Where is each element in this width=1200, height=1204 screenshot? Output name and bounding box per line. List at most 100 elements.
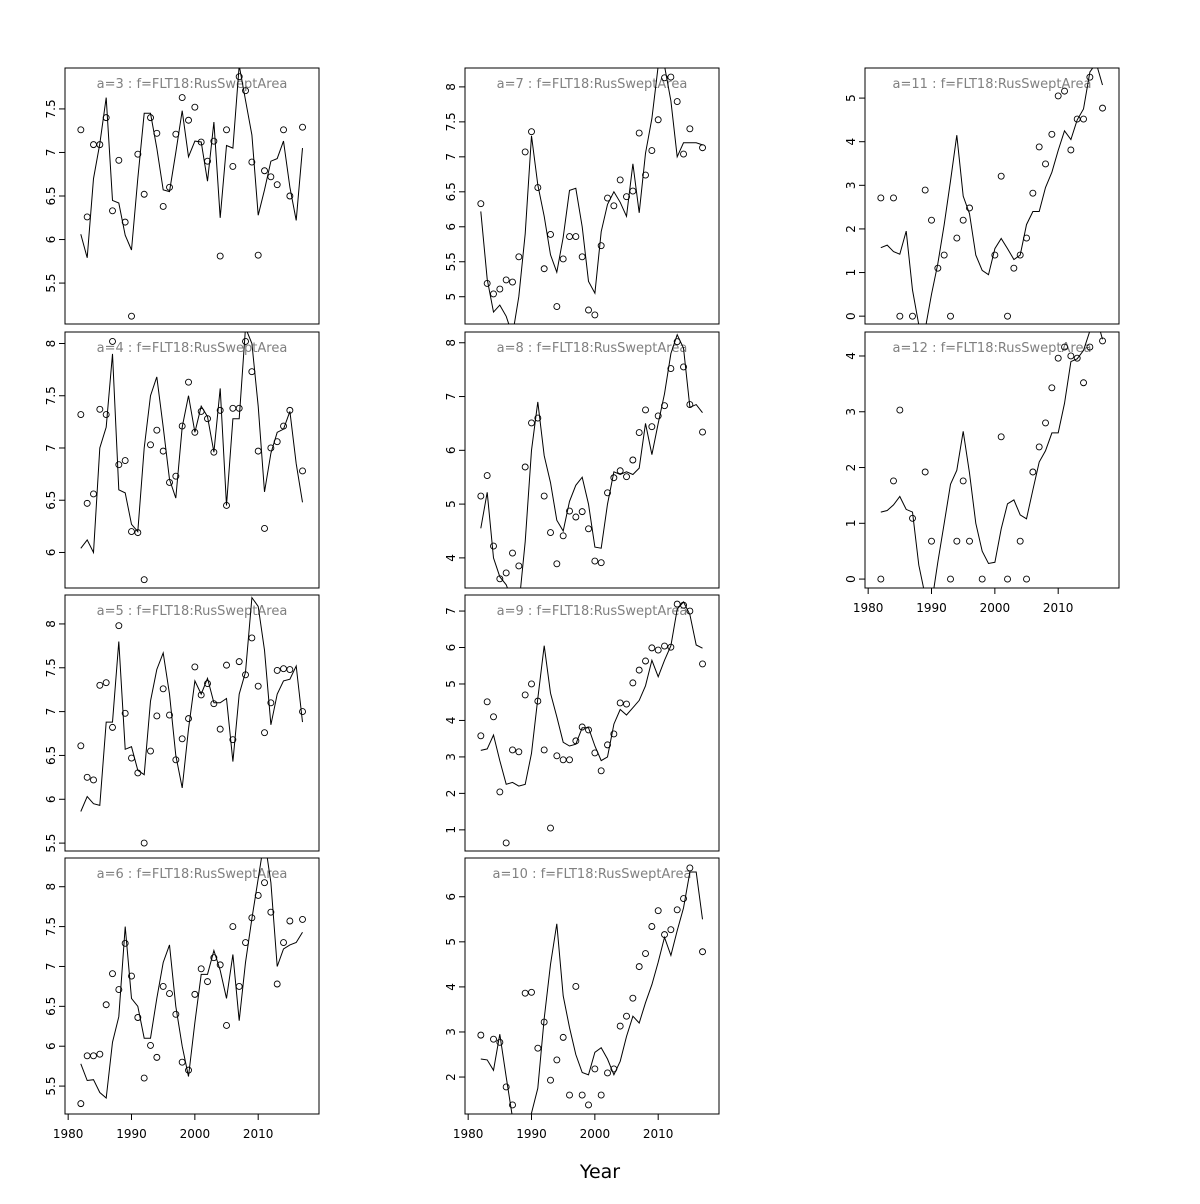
observed-point bbox=[667, 365, 675, 373]
observed-point bbox=[109, 207, 116, 215]
panel-frame bbox=[464, 67, 720, 325]
x-tick-label: 2010 bbox=[1043, 601, 1074, 615]
observed-point bbox=[591, 311, 599, 319]
observed-point bbox=[553, 560, 561, 568]
observed-point bbox=[178, 94, 186, 102]
y-tick-label: 6 bbox=[44, 795, 58, 803]
y-tick-label: 0 bbox=[844, 575, 858, 583]
observed-point bbox=[496, 788, 504, 796]
observed-point bbox=[115, 156, 123, 164]
observed-point bbox=[1067, 352, 1075, 360]
observed-point bbox=[140, 839, 148, 847]
panel: a=10 : f=FLT18:RusSweptArea 2 3 4 5 6 1980 1990… bbox=[444, 857, 720, 1141]
observed-point bbox=[635, 963, 643, 971]
observed-point bbox=[261, 879, 268, 887]
y-tick-label: 5 bbox=[444, 293, 458, 301]
y-tick-label: 3 bbox=[444, 753, 458, 761]
observed-point bbox=[648, 147, 656, 154]
observed-point bbox=[121, 939, 129, 947]
observed-point bbox=[578, 1091, 586, 1099]
observed-point bbox=[928, 537, 935, 545]
observed-point bbox=[210, 954, 218, 962]
observed-point bbox=[223, 1022, 230, 1029]
observed-point bbox=[686, 125, 694, 133]
y-tick-label: 7 bbox=[444, 607, 458, 615]
y-tick-label: 2 bbox=[844, 225, 858, 233]
observed-point bbox=[172, 1010, 180, 1018]
observed-point bbox=[286, 192, 294, 200]
observed-point bbox=[966, 204, 973, 212]
y-tick-label: 1 bbox=[444, 826, 458, 834]
observed-point bbox=[616, 176, 624, 184]
observed-point bbox=[140, 1074, 148, 1082]
observed-point bbox=[578, 508, 586, 516]
observed-point bbox=[654, 412, 662, 420]
observed-point bbox=[121, 709, 129, 717]
observed-point bbox=[578, 723, 586, 731]
x-axis-title: Year bbox=[579, 1161, 620, 1183]
observed-point bbox=[286, 666, 294, 673]
observed-point bbox=[597, 767, 605, 775]
observed-point bbox=[654, 646, 662, 654]
observed-point bbox=[623, 193, 630, 201]
observed-point bbox=[502, 276, 510, 284]
panel: a=7 : f=FLT18:RusSweptArea 5 5.5 6 6.5 7 7.5 8 bbox=[444, 67, 720, 325]
observed-point bbox=[966, 537, 973, 545]
plot-area bbox=[477, 333, 706, 588]
observed-point bbox=[477, 492, 485, 500]
observed-point bbox=[261, 729, 268, 737]
y-tick-label: 7 bbox=[44, 149, 58, 157]
observed-point bbox=[553, 752, 561, 760]
x-tick-label: 2000 bbox=[180, 1127, 211, 1141]
observed-point bbox=[635, 429, 643, 437]
observed-point bbox=[890, 194, 897, 202]
y-tick-label: 5.5 bbox=[44, 1077, 58, 1096]
plot-area bbox=[477, 864, 706, 1114]
observed-point bbox=[261, 167, 268, 175]
y-tick-label: 6.5 bbox=[44, 997, 58, 1016]
observed-point bbox=[528, 988, 535, 996]
observed-point bbox=[223, 661, 230, 669]
observed-point bbox=[509, 746, 516, 754]
observed-point bbox=[1067, 146, 1075, 154]
panel: a=3 : f=FLT18:RusSweptArea 5.5 6 6.5 7 7.5 bbox=[44, 67, 320, 325]
panel-title: a=10 : f=FLT18:RusSweptArea bbox=[493, 867, 692, 882]
observed-point bbox=[77, 411, 85, 418]
observed-point bbox=[604, 741, 611, 749]
observed-point bbox=[661, 642, 668, 650]
observed-point bbox=[490, 713, 497, 721]
observed-point bbox=[547, 824, 554, 832]
observed-point bbox=[616, 1022, 624, 1030]
observed-point bbox=[147, 441, 154, 449]
observed-point bbox=[515, 253, 523, 261]
observed-point bbox=[153, 1053, 161, 1061]
observed-point bbox=[890, 477, 897, 485]
y-tick-label: 1 bbox=[844, 519, 858, 527]
observed-point bbox=[83, 773, 91, 781]
observed-point bbox=[115, 986, 123, 994]
observed-point bbox=[572, 513, 580, 521]
observed-point bbox=[109, 970, 116, 978]
observed-point bbox=[159, 202, 167, 210]
y-tick-label: 4 bbox=[444, 554, 458, 562]
plot-area bbox=[77, 68, 306, 320]
observed-point bbox=[210, 137, 218, 145]
y-tick-label: 5.5 bbox=[444, 252, 458, 271]
observed-point bbox=[140, 190, 148, 198]
plot-area bbox=[77, 596, 306, 847]
y-tick-label: 6 bbox=[44, 236, 58, 244]
observed-point bbox=[1004, 312, 1011, 320]
observed-point bbox=[604, 1069, 611, 1077]
observed-point bbox=[128, 528, 135, 536]
observed-point bbox=[229, 736, 237, 744]
panel-frame bbox=[64, 331, 320, 589]
observed-point bbox=[299, 915, 306, 923]
x-tick-label: 1980 bbox=[453, 1127, 484, 1141]
observed-point bbox=[877, 575, 885, 583]
y-tick-label: 7.5 bbox=[44, 917, 58, 936]
observed-point bbox=[1048, 384, 1056, 392]
observed-point bbox=[547, 529, 554, 537]
observed-point bbox=[153, 712, 161, 720]
y-tick-label: 5 bbox=[444, 680, 458, 688]
